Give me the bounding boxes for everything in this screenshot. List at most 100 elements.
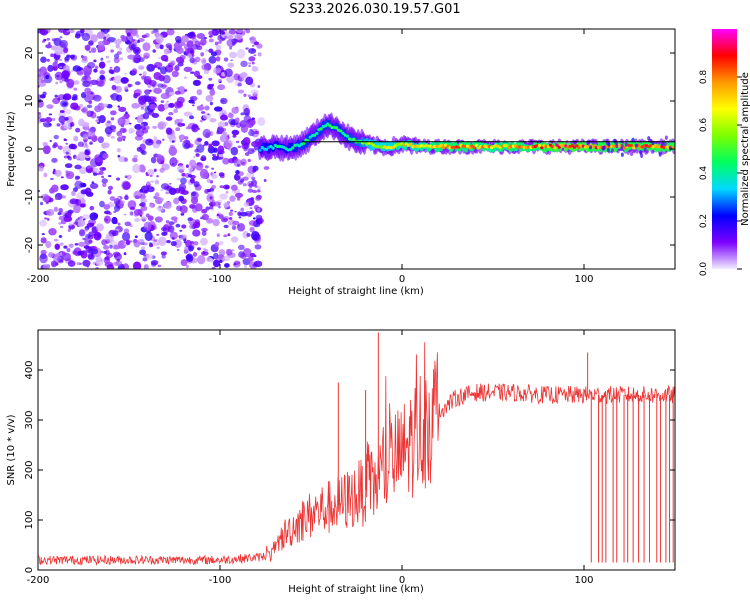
- noise-blob: [236, 222, 246, 232]
- noise-blob: [89, 141, 93, 145]
- noise-blob: [263, 179, 267, 182]
- noise-blob: [62, 214, 68, 218]
- noise-blob: [178, 134, 186, 141]
- signal-speckle: [647, 136, 651, 141]
- signal-hot: [393, 144, 398, 148]
- noise-blob: [216, 130, 220, 135]
- noise-blob: [159, 168, 165, 173]
- noise-blob: [218, 205, 221, 209]
- noise-blob: [58, 115, 66, 124]
- noise-blob: [194, 56, 201, 63]
- noise-blob: [68, 143, 76, 150]
- signal-hot: [323, 124, 328, 128]
- noise-blob: [82, 214, 90, 220]
- noise-blob: [109, 78, 114, 82]
- noise-blob: [252, 217, 256, 220]
- noise-blob: [124, 72, 127, 75]
- noise-blob: [115, 43, 120, 49]
- noise-blob: [136, 34, 140, 38]
- noise-blob: [248, 48, 257, 54]
- noise-blob: [178, 195, 185, 202]
- noise-blob: [53, 238, 59, 242]
- noise-blob: [52, 65, 58, 71]
- noise-blob: [185, 253, 194, 263]
- noise-blob: [211, 209, 215, 212]
- noise-blob: [201, 227, 208, 232]
- noise-blob: [242, 176, 249, 181]
- signal-speckle: [594, 139, 598, 144]
- noise-blob: [73, 135, 79, 142]
- noise-blob: [187, 167, 194, 171]
- noise-blob: [184, 89, 188, 92]
- noise-blob: [114, 85, 122, 93]
- noise-blob: [214, 41, 219, 46]
- noise-blob: [78, 229, 86, 237]
- noise-blob: [191, 191, 197, 197]
- noise-blob: [252, 169, 257, 173]
- noise-blob: [99, 74, 105, 80]
- noise-blob: [222, 131, 227, 136]
- noise-blob: [109, 196, 116, 201]
- noise-blob: [102, 153, 109, 159]
- noise-blob: [176, 164, 185, 173]
- signal-hot: [258, 148, 262, 152]
- noise-blob: [196, 105, 205, 111]
- noise-blob: [84, 151, 91, 156]
- noise-blob: [88, 239, 93, 244]
- signal-hot: [334, 126, 339, 130]
- noise-blob: [123, 213, 127, 216]
- noise-blob: [131, 68, 138, 75]
- noise-blob: [251, 117, 256, 120]
- noise-blob: [251, 230, 260, 241]
- noise-blob: [120, 200, 125, 205]
- noise-blob: [94, 105, 102, 113]
- noise-blob: [82, 237, 87, 241]
- noise-blob: [98, 63, 103, 67]
- noise-blob: [202, 128, 211, 138]
- spectrogram-y-ticks: -20 -10 0 10 20: [24, 47, 675, 253]
- noise-blob: [193, 181, 200, 188]
- noise-blob: [157, 83, 164, 88]
- noise-blob: [173, 219, 178, 224]
- y-tick-label: 10: [24, 95, 35, 108]
- noise-blob: [232, 190, 237, 193]
- noise-blob: [133, 208, 143, 216]
- noise-blob: [41, 40, 45, 43]
- noise-blob: [103, 215, 111, 224]
- noise-blob: [108, 69, 113, 74]
- noise-blob: [48, 113, 53, 116]
- noise-blob: [68, 222, 73, 226]
- noise-blob: [59, 110, 65, 113]
- noise-blob: [222, 255, 230, 262]
- noise-blob: [105, 56, 109, 59]
- noise-blob: [197, 247, 202, 251]
- signal-speckle: [668, 146, 672, 151]
- x-tick-label: 0: [399, 274, 405, 285]
- noise-blob: [57, 212, 62, 216]
- noise-blob: [183, 142, 191, 149]
- noise-blob: [65, 151, 69, 155]
- signal-hot: [409, 142, 413, 146]
- noise-blob: [189, 57, 195, 64]
- noise-blob: [151, 138, 161, 149]
- noise-blob: [251, 61, 255, 65]
- noise-blob: [175, 223, 181, 228]
- y-tick-label: 400: [24, 360, 35, 379]
- noise-blob: [217, 121, 226, 128]
- noise-blob: [153, 87, 163, 94]
- noise-blob: [97, 136, 104, 144]
- noise-blob: [157, 205, 165, 212]
- noise-blob: [154, 216, 163, 223]
- noise-blob: [87, 254, 94, 260]
- noise-blob: [228, 211, 233, 216]
- snr-spikes: [337, 332, 674, 563]
- noise-blob: [74, 221, 79, 225]
- noise-blob: [249, 226, 255, 233]
- noise-blob: [127, 54, 136, 60]
- noise-blob: [222, 157, 230, 165]
- noise-blob: [106, 60, 111, 63]
- noise-blob: [43, 172, 48, 178]
- noise-blob: [124, 175, 128, 179]
- noise-blob: [81, 32, 91, 42]
- noise-blob: [190, 241, 195, 245]
